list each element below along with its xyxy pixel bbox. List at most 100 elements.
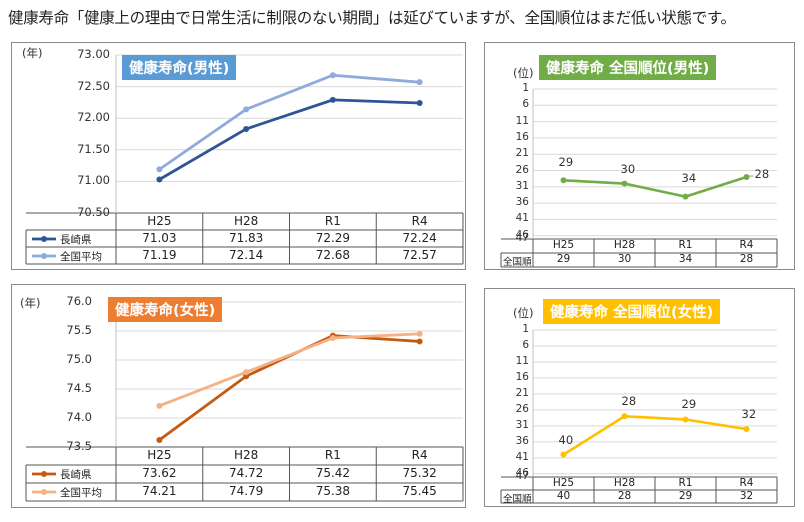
data-point: [621, 180, 628, 187]
y-tick-label: 21: [515, 386, 529, 399]
data-label: 29: [558, 155, 574, 170]
y-axis-unit: (位): [513, 66, 534, 80]
table-cell-value: 75.38: [315, 484, 351, 498]
x-category-label: R1: [324, 448, 341, 462]
chart-panel-male-rank: 健康寿命 全国順位(男性) (位) 1 6 11 16 21 26 31 36 41 46 47 H25…: [484, 42, 795, 270]
y-tick-label: 26: [515, 163, 529, 176]
legend-label: 全国平均: [60, 251, 102, 263]
y-tick-label: 6: [522, 98, 529, 111]
y-tick-label: 74.0: [66, 410, 92, 424]
legend-swatch-marker: [41, 236, 47, 242]
data-point: [416, 330, 423, 337]
data-label: 34: [681, 170, 697, 185]
x-category-label: R4: [411, 448, 428, 462]
data-point: [329, 334, 336, 341]
table-cell-value: 71.03: [142, 231, 177, 245]
x-category-label: R4: [739, 239, 754, 251]
y-tick-label: 41: [515, 212, 529, 225]
y-axis-unit: (年): [20, 296, 41, 310]
y-tick-label: 74.5: [66, 381, 92, 395]
x-category-label: H28: [613, 477, 636, 489]
data-point: [416, 79, 423, 86]
y-tick-label: 11: [515, 354, 529, 367]
y-axis-unit: (位): [513, 306, 534, 320]
data-point: [243, 106, 250, 113]
y-tick-label: 16: [515, 130, 529, 143]
table-cell-value: 74.79: [228, 484, 264, 498]
table-cell-value: 28: [739, 253, 754, 265]
y-tick-label: 21: [515, 147, 529, 160]
table-cell-value: 75.32: [402, 466, 437, 480]
x-category-label: R4: [411, 214, 428, 228]
data-point: [156, 176, 163, 183]
series-line: [158, 334, 420, 442]
x-category-label: H25: [147, 214, 172, 228]
x-category-label: H25: [552, 239, 575, 251]
legend-swatch-marker: [41, 471, 47, 477]
legend-swatch-marker: [41, 253, 47, 259]
table-cell-value: 34: [678, 253, 693, 265]
x-category-label: R1: [678, 239, 693, 251]
data-point: [743, 426, 750, 433]
y-tick-label: 72.50: [77, 78, 110, 93]
x-category-label: H25: [552, 477, 575, 489]
y-tick-label: 36: [515, 434, 529, 447]
chart-title: 健康寿命 全国順位(女性): [543, 299, 721, 324]
y-tick-label: 31: [515, 179, 529, 192]
table-cell-value: 71.83: [228, 231, 264, 245]
x-category-label: H28: [613, 239, 636, 251]
data-point: [156, 166, 163, 173]
data-point: [156, 437, 163, 444]
data-label: 28: [754, 167, 770, 182]
y-tick-label: 11: [515, 114, 529, 127]
legend-swatch-marker: [41, 489, 47, 495]
table-cell-value: 32: [739, 490, 754, 502]
table-cell-value: 74.72: [228, 466, 264, 480]
series-line: [158, 73, 420, 171]
x-category-label: R1: [678, 477, 693, 489]
data-point: [560, 177, 567, 184]
y-tick-label: 6: [522, 338, 529, 351]
x-category-label: H28: [233, 214, 259, 228]
table-cell-value: 72.57: [402, 248, 437, 262]
table-cell-value: 72.24: [402, 231, 437, 245]
page-headline: 健康寿命「健康上の理由で日常生活に制限のない期間」は延びていますが、全国順位はま…: [8, 9, 736, 27]
y-tick-label: 46: [515, 228, 529, 241]
data-point: [329, 96, 336, 103]
y-tick-label: 31: [515, 418, 529, 431]
chart-title: 健康寿命 全国順位(男性): [539, 55, 717, 80]
y-tick-label: 71.50: [77, 141, 110, 156]
y-axis-unit: (年): [22, 46, 43, 60]
chart-svg: [500, 88, 778, 268]
data-label: 29: [681, 397, 697, 412]
y-tick-label: 46: [515, 466, 529, 479]
chart-svg: [500, 329, 778, 504]
chart-title: 健康寿命(女性): [108, 297, 223, 322]
table-cell-value: 72.29: [315, 231, 351, 245]
table-cell-value: 75.45: [402, 484, 437, 498]
data-point: [329, 72, 336, 79]
y-tick-label: 41: [515, 450, 529, 463]
data-point: [682, 416, 689, 423]
x-category-label: R1: [324, 214, 341, 228]
data-point: [243, 369, 250, 376]
data-label: 32: [741, 407, 757, 422]
series-line: [158, 98, 420, 181]
chart-svg: [25, 54, 464, 265]
data-label: 30: [620, 161, 636, 176]
table-cell-value: 72.68: [315, 248, 351, 262]
y-tick-label: 72.00: [77, 110, 110, 125]
table-cell-value: 72.14: [228, 248, 264, 262]
table-cell-value: 30: [617, 253, 632, 265]
data-point: [243, 125, 250, 132]
table-cell-value: 71.19: [142, 248, 177, 262]
y-tick-label: 36: [515, 196, 529, 209]
x-category-label: H28: [233, 448, 259, 462]
y-tick-label: 70.50: [77, 205, 110, 219]
series-line: [563, 175, 747, 198]
y-tick-label: 73.5: [66, 439, 92, 453]
y-tick-label: 47: [515, 470, 529, 482]
table-cell-value: 73.62: [142, 466, 177, 480]
y-tick-label: 75.5: [66, 323, 92, 337]
data-label: 28: [621, 394, 637, 409]
